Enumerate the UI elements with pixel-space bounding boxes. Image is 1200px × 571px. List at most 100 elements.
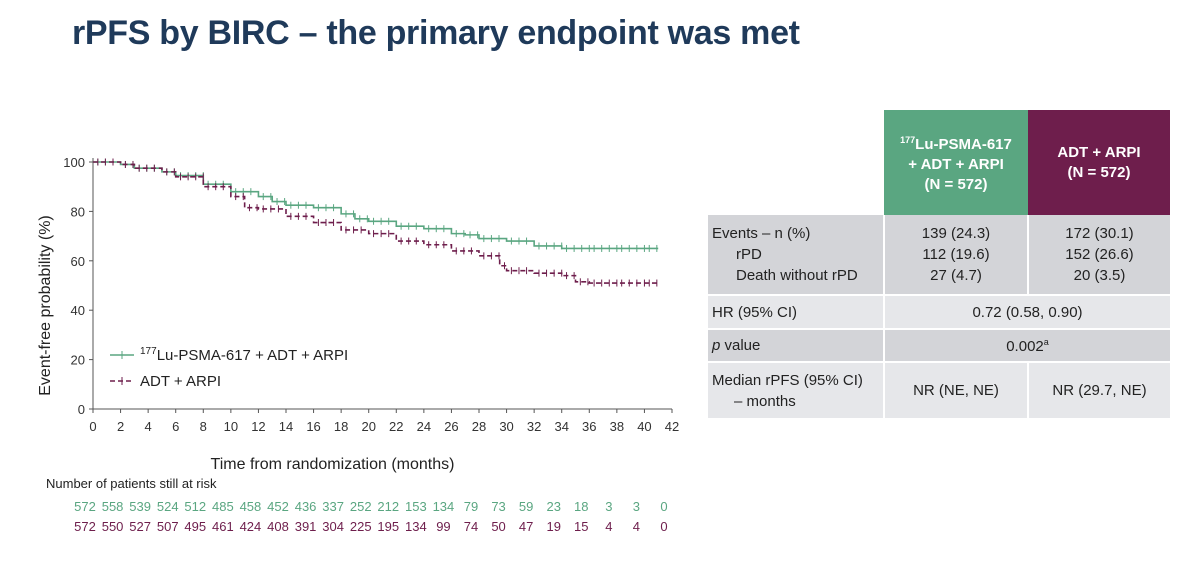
risk-value: 424 (240, 519, 262, 534)
risk-value: 337 (322, 499, 344, 514)
risk-value: 15 (574, 519, 588, 534)
legend-label-lu-psma: 177Lu-PSMA-617 + ADT + ARPI (140, 346, 348, 364)
median-adt: NR (29.7, NE) (1027, 361, 1170, 418)
hr-value: 0.72 (0.58, 0.90) (883, 294, 1170, 329)
risk-value: 134 (405, 519, 427, 534)
risk-value: 485 (212, 499, 234, 514)
y-tick-label: 80 (71, 204, 85, 219)
header-blank (708, 110, 884, 215)
risk-value: 47 (519, 519, 533, 534)
km-chart: 0 2 4 6 8 10 12 14 16 18 20 22 24 26 28 30 32 34 36 38 40 420… (37, 155, 679, 534)
risk-value: 436 (295, 499, 317, 514)
header-adt-arpi: ADT + ARPI (N = 572) (1028, 110, 1170, 215)
risk-value: 550 (102, 519, 124, 534)
x-axis-label: Time from randomization (months) (211, 456, 455, 473)
risk-value: 452 (267, 499, 289, 514)
x-tick-label: 26 (444, 419, 458, 434)
p-row: p value 0.002a (708, 328, 1170, 362)
x-tick-label: 2 (117, 419, 124, 434)
x-tick-label: 42 (665, 419, 679, 434)
x-tick-label: 18 (334, 419, 348, 434)
risk-value: 195 (377, 519, 399, 534)
risk-value: 74 (464, 519, 478, 534)
death-lu: 27 (4.7) (930, 267, 982, 284)
risk-value: 304 (322, 519, 344, 534)
events-label: Events – n (%) (712, 225, 811, 242)
risk-value: 572 (74, 519, 96, 534)
x-tick-label: 34 (554, 419, 568, 434)
slide-title: rPFS by BIRC – the primary endpoint was … (72, 14, 800, 52)
x-tick-label: 6 (172, 419, 179, 434)
risk-value: 524 (157, 499, 179, 514)
risk-value: 134 (433, 499, 455, 514)
risk-value: 4 (633, 519, 640, 534)
risk-value: 79 (464, 499, 478, 514)
y-tick-label: 0 (78, 402, 85, 417)
risk-value: 495 (184, 519, 206, 534)
x-tick-label: 0 (89, 419, 96, 434)
x-tick-label: 22 (389, 419, 403, 434)
risk-value: 50 (491, 519, 505, 534)
risk-value: 507 (157, 519, 179, 534)
events-row: Events – n (%) rPD Death without rPD 139… (708, 215, 1170, 295)
risk-value: 73 (491, 499, 505, 514)
risk-value: 99 (436, 519, 450, 534)
hr-label: HR (95% CI) (708, 294, 884, 329)
p-value: 0.002a (883, 328, 1170, 362)
risk-value: 23 (546, 499, 560, 514)
rpd-adt: 152 (26.6) (1065, 246, 1134, 263)
legend-label-text: Lu-PSMA-617 + ADT + ARPI (157, 347, 348, 364)
risk-value: 0 (660, 519, 667, 534)
risk-value: 572 (74, 499, 96, 514)
events-lu: 139 (24.3) (921, 225, 991, 242)
risk-value: 212 (377, 499, 399, 514)
risk-value: 3 (633, 499, 640, 514)
events-lu-cell: 139 (24.3) 112 (19.6) 27 (4.7) (883, 215, 1028, 295)
x-tick-label: 30 (499, 419, 513, 434)
y-tick-label: 40 (71, 303, 85, 318)
events-adt-cell: 172 (30.1) 152 (26.6) 20 (3.5) (1027, 215, 1170, 295)
risk-value: 4 (605, 519, 612, 534)
x-tick-label: 32 (527, 419, 541, 434)
legend-label-superscript: 177 (140, 346, 157, 357)
risk-value: 3 (605, 499, 612, 514)
x-tick-label: 36 (582, 419, 596, 434)
risk-value: 225 (350, 519, 372, 534)
y-tick-label: 100 (63, 155, 85, 170)
y-axis-label: Event-free probability (%) (37, 215, 54, 396)
risk-value: 558 (102, 499, 124, 514)
x-tick-label: 12 (251, 419, 265, 434)
hr-row: HR (95% CI) 0.72 (0.58, 0.90) (708, 294, 1170, 329)
results-table: 177Lu-PSMA-617 + ADT + ARPI (N = 572) AD… (708, 110, 1170, 418)
risk-value: 512 (184, 499, 206, 514)
median-row: Median rPFS (95% CI) – months NR (NE, NE… (708, 361, 1170, 418)
median-label: Median rPFS (95% CI) – months (708, 361, 884, 418)
risk-value: 391 (295, 519, 317, 534)
x-tick-label: 4 (145, 419, 152, 434)
risk-value: 461 (212, 519, 234, 534)
x-tick-label: 8 (200, 419, 207, 434)
risk-value: 408 (267, 519, 289, 534)
header-lu-psma: 177Lu-PSMA-617 + ADT + ARPI (N = 572) (884, 110, 1028, 215)
x-tick-label: 24 (417, 419, 431, 434)
rpd-label: rPD (736, 246, 762, 263)
x-tick-label: 28 (472, 419, 486, 434)
risk-value: 527 (129, 519, 151, 534)
y-tick-label: 60 (71, 254, 85, 269)
km-series-line-adt-arpi (93, 161, 659, 284)
risk-value: 59 (519, 499, 533, 514)
x-tick-label: 38 (610, 419, 624, 434)
events-adt: 172 (30.1) (1065, 225, 1134, 242)
median-lu: NR (NE, NE) (883, 361, 1028, 418)
risk-value: 18 (574, 499, 588, 514)
events-label-cell: Events – n (%) rPD Death without rPD (708, 215, 884, 295)
death-adt: 20 (3.5) (1073, 267, 1126, 284)
risk-value: 539 (129, 499, 151, 514)
p-label: p value (708, 328, 884, 362)
x-tick-label: 16 (306, 419, 320, 434)
risk-table-title: Number of patients still at risk (46, 476, 217, 491)
risk-value: 252 (350, 499, 372, 514)
rpd-lu: 112 (19.6) (922, 246, 990, 263)
risk-value: 153 (405, 499, 427, 514)
risk-value: 458 (240, 499, 262, 514)
